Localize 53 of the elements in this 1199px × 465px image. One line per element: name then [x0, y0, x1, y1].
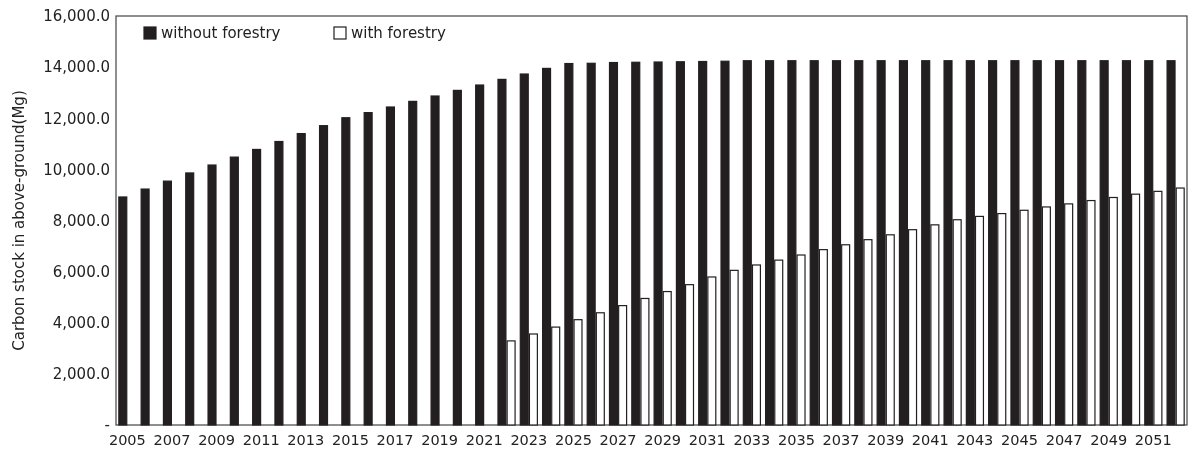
x-tick-label: 2049: [1090, 432, 1128, 448]
x-tick-label: 2025: [554, 432, 592, 448]
legend-label: with forestry: [351, 24, 446, 42]
y-tick-label: 14,000.0: [43, 58, 110, 77]
bar: [475, 84, 485, 426]
bar: [140, 188, 150, 426]
bar: [408, 100, 418, 426]
y-tick-label: -: [104, 416, 110, 435]
y-tick-label: 6,000.0: [52, 262, 110, 281]
x-tick-label: 2031: [688, 432, 726, 448]
x-tick-label: 2005: [108, 432, 146, 448]
x-tick-label: 2017: [376, 432, 414, 448]
x-tick-label: 2037: [822, 432, 860, 448]
y-tick-label: 10,000.0: [43, 160, 110, 179]
y-tick-label: 12,000.0: [43, 109, 110, 128]
x-tick-label: 2033: [733, 432, 771, 448]
x-tick-label: 2039: [867, 432, 905, 448]
y-axis-title: Carbon stock in above-ground(Mg): [10, 90, 28, 351]
x-tick-label: 2041: [911, 432, 949, 448]
bar: [341, 117, 351, 426]
bar: [252, 148, 262, 426]
bar: [363, 112, 373, 426]
x-tick-label: 2023: [510, 432, 548, 448]
bar: [430, 95, 440, 426]
legend-label: without forestry: [161, 24, 281, 42]
bar: [185, 172, 195, 426]
x-tick-label: 2021: [465, 432, 503, 448]
y-tick-label: 4,000.0: [52, 314, 110, 332]
x-tick-label: 2009: [198, 432, 236, 448]
x-tick-label: 2047: [1045, 432, 1083, 448]
bar: [207, 164, 217, 426]
y-tick-label: 16,000.0: [43, 7, 110, 26]
y-tick-label: 8,000.0: [52, 211, 110, 230]
bar: [385, 106, 396, 426]
bar: [318, 125, 329, 426]
y-tick-label: 2,000.0: [52, 365, 110, 384]
x-tick-label: 2015: [331, 432, 369, 448]
bar: [229, 156, 239, 426]
x-tick-label: 2043: [956, 432, 994, 448]
x-tick-label: 2007: [153, 432, 191, 448]
bar: [274, 140, 284, 426]
bar: [118, 196, 128, 426]
bar: [452, 89, 462, 426]
x-tick-label: 2045: [1001, 432, 1038, 448]
x-tick-label: 2019: [421, 432, 459, 448]
x-tick-label: 2027: [599, 432, 637, 448]
x-tick-label: 2029: [644, 432, 682, 448]
x-tick-label: 2011: [242, 432, 280, 448]
x-tick-label: 2035: [778, 432, 815, 448]
x-tick-label: 2051: [1134, 432, 1172, 448]
bar: [162, 180, 172, 426]
bar: [296, 132, 306, 426]
x-tick-label: 2013: [287, 432, 325, 448]
